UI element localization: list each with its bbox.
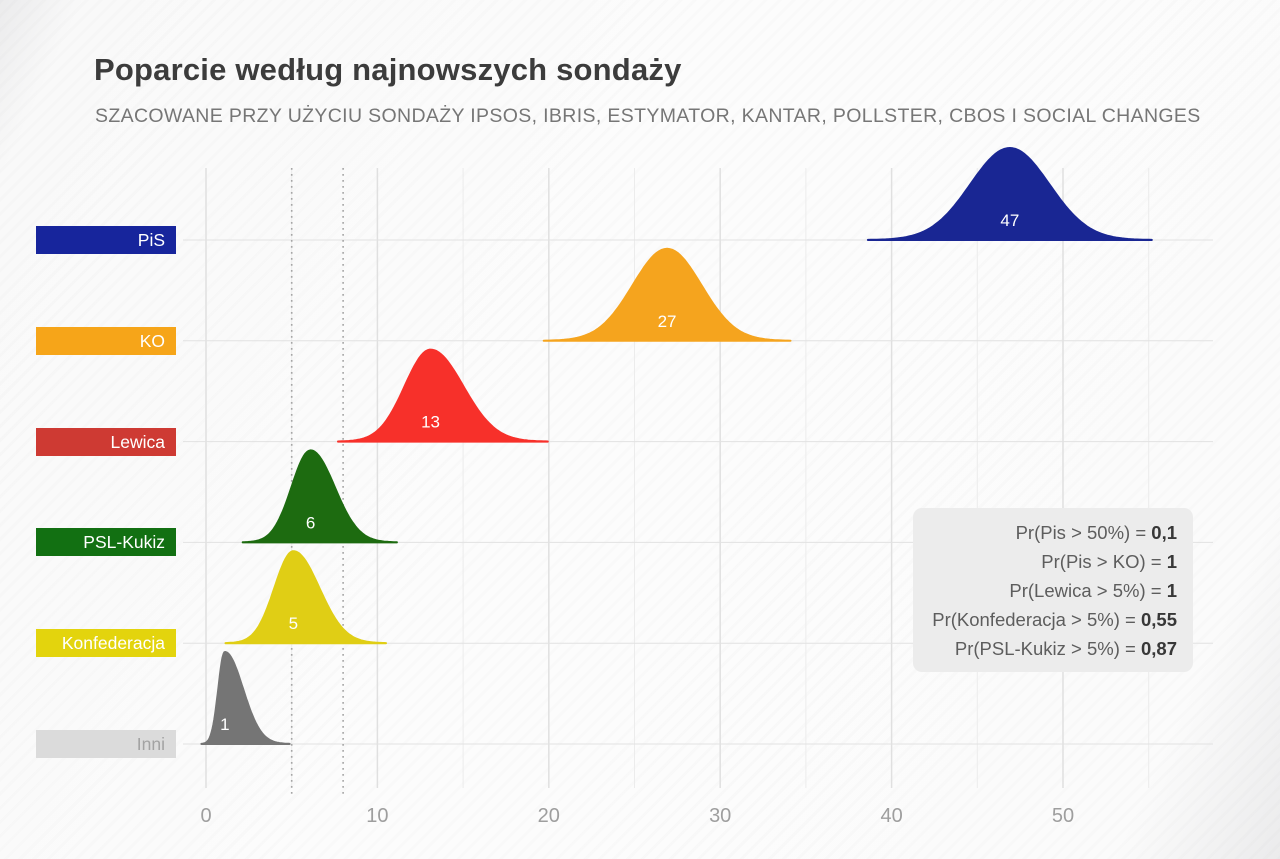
density-curve-ko [542, 247, 792, 342]
party-label-lewica: Lewica [36, 427, 176, 456]
support-value-label-ko: 27 [658, 312, 677, 331]
support-value-label-konfederacja: 5 [289, 614, 298, 633]
party-label-text: Konfederacja [61, 633, 165, 654]
density-curve-konfederacja [224, 550, 387, 645]
probability-line: Pr(Pis > 50%) = 0,1 [1015, 521, 1177, 543]
probability-line: Pr(Konfederacja > 5%) = 0,55 [932, 608, 1177, 630]
party-label-text: PSL-Kukiz [83, 532, 165, 553]
support-value-label-lewica: 13 [421, 413, 440, 432]
party-label-text: KO [139, 330, 165, 351]
party-label-psl-kukiz: PSL-Kukiz [36, 528, 176, 557]
x-axis-tick-label-40: 40 [880, 805, 902, 827]
party-label-konfederacja: Konfederacja [36, 629, 176, 658]
party-label-text: PiS [137, 230, 165, 250]
density-curve-inni [200, 651, 291, 745]
support-value-label-inni: 1 [220, 715, 229, 734]
density-curve-lewica [337, 348, 549, 443]
party-label-pis: PiS [36, 226, 176, 254]
density-curve-psl-kukiz [241, 449, 398, 544]
x-axis-tick-label-0: 0 [200, 805, 211, 827]
x-axis-tick-label-20: 20 [538, 805, 560, 827]
probability-line: Pr(Pis > KO) = 1 [1041, 550, 1177, 572]
support-value-label-pis: 47 [1000, 211, 1019, 230]
probability-summary-box: Pr(Pis > 50%) = 0,1 Pr(Pis > KO) = 1 Pr(… [913, 508, 1193, 672]
probability-line: Pr(Lewica > 5%) = 1 [1009, 579, 1177, 601]
page-title: Poparcie według najnowszych sondaży [94, 52, 682, 87]
x-axis-tick-label-30: 30 [709, 805, 731, 827]
density-curve-pis [866, 147, 1153, 241]
party-label-inni: Inni [36, 730, 176, 758]
party-label-ko: KO [36, 326, 176, 355]
x-axis-tick-label-50: 50 [1052, 805, 1074, 827]
party-label-text: Inni [136, 734, 165, 754]
page-subtitle: SZACOWANE PRZY UŻYCIU SONDAŻY IPSOS, IBR… [95, 105, 1201, 127]
x-axis-tick-label-10: 10 [366, 805, 388, 827]
probability-line: Pr(PSL-Kukiz > 5%) = 0,87 [954, 637, 1177, 659]
support-value-label-psl-kukiz: 6 [306, 513, 315, 532]
party-label-text: Lewica [110, 431, 165, 452]
